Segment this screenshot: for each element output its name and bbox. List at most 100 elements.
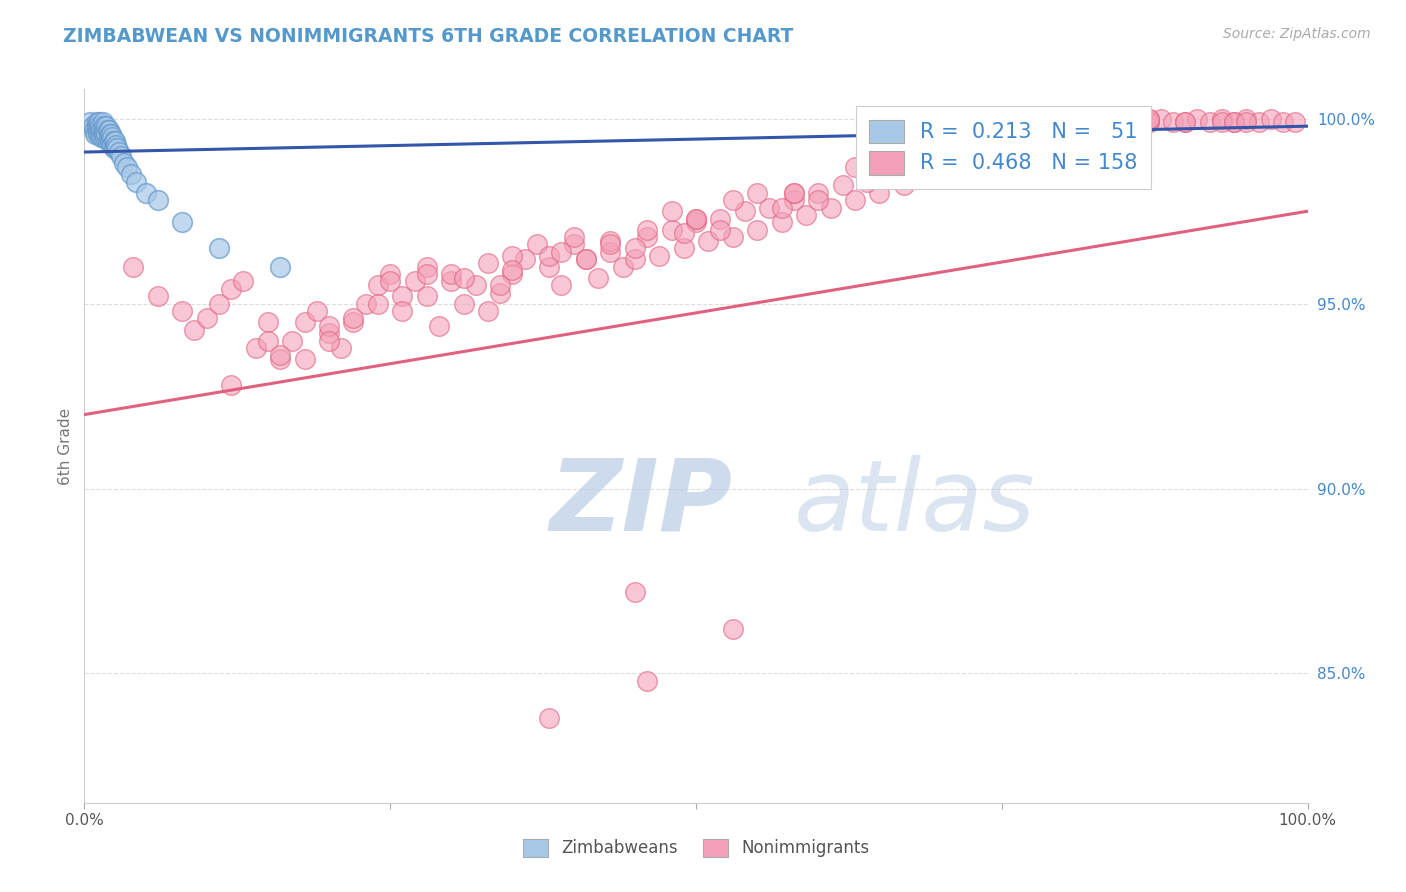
Point <box>380 267 402 281</box>
Point <box>502 249 524 263</box>
Point <box>807 186 830 200</box>
Point <box>93 127 115 141</box>
Point <box>1052 115 1074 129</box>
Point <box>831 178 853 193</box>
Point <box>100 134 122 148</box>
Point <box>697 234 720 248</box>
Point <box>599 234 621 248</box>
Point <box>575 252 598 267</box>
Point <box>1223 115 1246 129</box>
Point <box>709 223 731 237</box>
Point <box>79 115 101 129</box>
Point <box>685 211 707 226</box>
Point <box>1260 112 1282 126</box>
Point <box>183 322 205 336</box>
Point <box>1272 115 1295 129</box>
Point <box>305 304 328 318</box>
Point <box>991 149 1014 163</box>
Point <box>87 123 110 137</box>
Point <box>110 149 132 163</box>
Point <box>1088 119 1111 133</box>
Point <box>82 119 104 133</box>
Point <box>146 193 169 207</box>
Point <box>97 123 120 137</box>
Point <box>942 163 965 178</box>
Point <box>84 127 107 141</box>
Point <box>1137 115 1160 129</box>
Point <box>112 156 135 170</box>
Point <box>599 237 621 252</box>
Point <box>820 201 842 215</box>
Point <box>966 134 988 148</box>
Point <box>83 123 105 137</box>
Point <box>502 267 524 281</box>
Point <box>1015 141 1038 155</box>
Point <box>709 211 731 226</box>
Point <box>1211 112 1233 126</box>
Point <box>98 134 121 148</box>
Point <box>1125 112 1147 126</box>
Point <box>685 211 707 226</box>
Point <box>122 260 145 274</box>
Point <box>103 134 125 148</box>
Point <box>1187 112 1209 126</box>
Point <box>1198 115 1220 129</box>
Point <box>97 123 120 137</box>
Point <box>453 296 475 310</box>
Y-axis label: 6th Grade: 6th Grade <box>58 408 73 484</box>
Point <box>172 304 194 318</box>
Point <box>513 252 536 267</box>
Point <box>734 204 756 219</box>
Point <box>612 260 634 274</box>
Point <box>844 193 866 207</box>
Point <box>87 127 110 141</box>
Point <box>86 123 108 137</box>
Point <box>721 230 744 244</box>
Point <box>354 296 377 310</box>
Point <box>794 208 817 222</box>
Point <box>86 119 108 133</box>
Point <box>101 130 124 145</box>
Point <box>105 141 128 155</box>
Point <box>1137 115 1160 129</box>
Point <box>98 127 121 141</box>
Point <box>94 130 117 145</box>
Point <box>844 160 866 174</box>
Point <box>477 256 499 270</box>
Point <box>1039 127 1062 141</box>
Point <box>125 175 148 189</box>
Text: ZIP: ZIP <box>550 455 733 551</box>
Point <box>96 119 118 133</box>
Point <box>208 296 231 310</box>
Point <box>391 289 413 303</box>
Point <box>721 193 744 207</box>
Point <box>1174 115 1197 129</box>
Point <box>96 127 118 141</box>
Point <box>783 186 806 200</box>
Point <box>404 275 426 289</box>
Point <box>489 278 512 293</box>
Point <box>89 127 111 141</box>
Point <box>636 223 658 237</box>
Point <box>747 223 769 237</box>
Point <box>1114 115 1136 129</box>
Point <box>966 156 988 170</box>
Point <box>721 622 744 636</box>
Point <box>294 315 316 329</box>
Point <box>502 263 524 277</box>
Point <box>94 123 117 137</box>
Point <box>97 130 120 145</box>
Point <box>135 186 157 200</box>
Point <box>869 186 891 200</box>
Point <box>807 193 830 207</box>
Point <box>869 160 891 174</box>
Point <box>953 141 976 155</box>
Point <box>1161 115 1184 129</box>
Point <box>905 156 928 170</box>
Point <box>1052 119 1074 133</box>
Text: atlas: atlas <box>794 455 1035 551</box>
Point <box>101 137 124 152</box>
Point <box>1064 127 1087 141</box>
Point <box>672 241 695 255</box>
Point <box>636 230 658 244</box>
